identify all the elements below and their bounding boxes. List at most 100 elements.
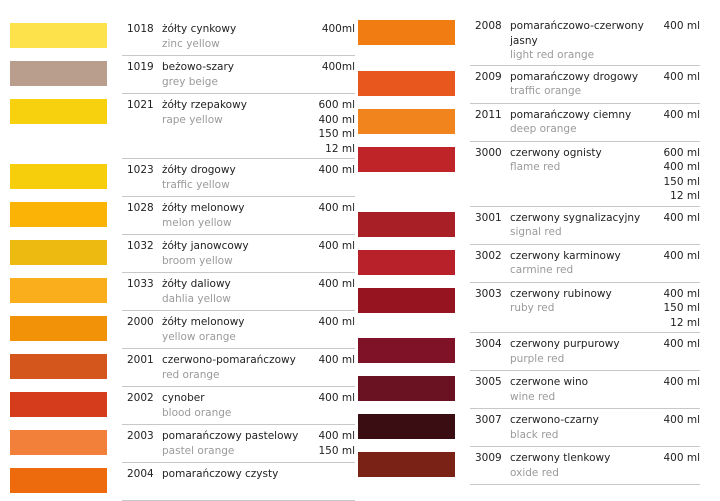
color-row: 1033 żółty daliowy dahlia yellow 400 ml [10, 273, 355, 311]
color-name-en: deep orange [510, 123, 577, 135]
color-swatch [10, 468, 107, 493]
size: 150 ml [663, 175, 700, 188]
color-name: pomarańczowy pastelowy [162, 430, 299, 442]
color-swatch [10, 316, 107, 341]
size: 400 ml [318, 278, 355, 290]
size: 400 ml [318, 392, 355, 404]
color-row: 3002 czerwony karminowy carmine red 400 ml [358, 245, 700, 283]
sizes: 600 ml 400 ml 150 ml 12 ml [318, 98, 355, 156]
color-row: 2009 pomarańczowy drogowy traffic orange 40… [358, 66, 700, 104]
color-info: 2009 pomarańczowy drogowy traffic orange 40… [470, 66, 700, 104]
color-names: pomarańczowy czysty [162, 467, 355, 498]
color-names: pomarańczowo-czerwony jasny light red ora… [510, 19, 663, 63]
color-name: cynober [162, 392, 205, 404]
size: 12 ml [670, 190, 700, 202]
color-code: 1021 [127, 99, 154, 111]
color-row: 2004 pomarańczowy czysty [10, 463, 355, 501]
color-info: 3004 czerwony purpurowy purple red 400 ml [470, 333, 700, 371]
size: 150 ml [318, 128, 355, 140]
color-names: żółty daliowy dahlia yellow [162, 277, 318, 308]
color-code: 3004 [475, 338, 502, 350]
sizes: 400 ml [663, 19, 700, 63]
color-name: żółty rzepakowy [162, 99, 247, 111]
color-row: 2008 pomarańczowo-czerwony jasny light red… [358, 15, 700, 66]
color-code: 1023 [127, 164, 154, 176]
sizes: 400 ml [318, 391, 355, 422]
color-swatch [10, 354, 107, 379]
color-code: 2000 [127, 316, 154, 328]
color-name-en: melon yellow [162, 216, 232, 229]
color-row: 1023 żółty drogowy traffic yellow 400 ml [10, 159, 355, 197]
color-name-en: pastel orange [162, 444, 235, 457]
color-names: pomarańczowy pastelowy pastel orange [162, 429, 318, 460]
color-name-en: rape yellow [162, 113, 223, 126]
color-row: 1019 beżowo-szary grey beige 400ml [10, 56, 355, 94]
color-swatch [358, 70, 455, 96]
color-info: 3003 czerwony rubinowy ruby red 400 ml 150 m… [470, 283, 700, 333]
color-code: 3000 [475, 146, 502, 159]
color-name-en: oxide red [510, 466, 559, 479]
sizes: 400 ml [663, 70, 700, 101]
color-names: cynober blood orange [162, 391, 318, 422]
color-row: 1032 żółty janowcowy broom yellow 400 ml [10, 235, 355, 273]
color-names: żółty rzepakowy rape yellow [162, 98, 318, 156]
color-code: 1032 [127, 240, 154, 252]
color-name: pomarańczowy czysty [162, 468, 279, 480]
color-info: 3001 czerwony sygnalizacyjny signal red 400… [470, 207, 700, 245]
color-row: 2002 cynober blood orange 400 ml [10, 387, 355, 425]
color-info: 2002 cynober blood orange 400 ml [122, 387, 355, 425]
color-name-en: zinc yellow [162, 37, 220, 50]
color-code: 2002 [127, 392, 154, 404]
color-info: 3007 czerwono-czarny black red 400 ml [470, 409, 700, 447]
color-names: czerwony purpurowy purple red [510, 337, 663, 368]
color-code: 3002 [475, 249, 502, 262]
color-row: 3009 czerwony tlenkowy oxide red 400 ml [358, 447, 700, 485]
color-info: 3005 czerwone wino wine red 400 ml [470, 371, 700, 409]
color-info: 1032 żółty janowcowy broom yellow 400 ml [122, 235, 355, 273]
color-name: żółty daliowy [162, 278, 231, 290]
size: 400 ml [663, 376, 700, 388]
color-name: pomarańczowy drogowy [510, 70, 639, 83]
color-name: czerwony karminowy [510, 249, 621, 262]
color-code: 3007 [475, 414, 502, 426]
size: 400 ml [663, 108, 700, 121]
color-code: 1019 [127, 61, 154, 73]
color-name-en: broom yellow [162, 254, 233, 267]
color-name: żółty melonowy [162, 202, 245, 214]
color-row: 1028 żółty melonowy melon yellow 400 ml [10, 197, 355, 235]
size: 400 ml [663, 20, 700, 32]
color-swatch [358, 20, 455, 45]
color-swatch [10, 430, 107, 455]
color-name-en: red orange [162, 368, 220, 381]
color-row: 2000 żółty melonowy yellow orange 400 ml [10, 311, 355, 349]
sizes: 600 ml 400 ml 150 ml 12 ml [663, 146, 700, 204]
color-names: żółty melonowy yellow orange [162, 315, 318, 346]
color-name-en: purple red [510, 352, 565, 365]
color-row: 3005 czerwone wino wine red 400 ml [358, 371, 700, 409]
color-name: czerwone wino [510, 376, 589, 388]
size: 400 ml [663, 452, 700, 464]
color-swatch [10, 240, 107, 265]
color-info: 2001 czerwono-pomarańczowy red orange 400 m… [122, 349, 355, 387]
color-name: pomarańczowo-czerwony jasny [510, 20, 644, 47]
color-code: 3005 [475, 376, 502, 388]
color-row: 3004 czerwony purpurowy purple red 400 ml [358, 333, 700, 371]
size: 400 ml [318, 164, 355, 176]
color-name: czerwono-czarny [510, 414, 599, 426]
color-info: 2003 pomarańczowy pastelowy pastel orange 4… [122, 425, 355, 463]
color-name-en: dahlia yellow [162, 292, 231, 305]
color-info: 1019 beżowo-szary grey beige 400ml [122, 56, 355, 94]
color-code: 1033 [127, 278, 154, 290]
color-names: czerwony tlenkowy oxide red [510, 451, 663, 482]
size: 400 ml [318, 354, 355, 366]
color-names: żółty cynkowy zinc yellow [162, 22, 322, 53]
color-info: 1028 żółty melonowy melon yellow 400 ml [122, 197, 355, 235]
color-code: 2011 [475, 108, 502, 121]
color-code: 2008 [475, 20, 502, 32]
color-code: 2004 [127, 468, 154, 480]
size: 400 ml [663, 161, 700, 173]
color-row: 2001 czerwono-pomarańczowy red orange 400 m… [10, 349, 355, 387]
sizes: 400 ml 150 ml [318, 429, 355, 460]
color-info: 2004 pomarańczowy czysty [122, 463, 355, 501]
color-names: pomarańczowy ciemny deep orange [510, 108, 663, 139]
